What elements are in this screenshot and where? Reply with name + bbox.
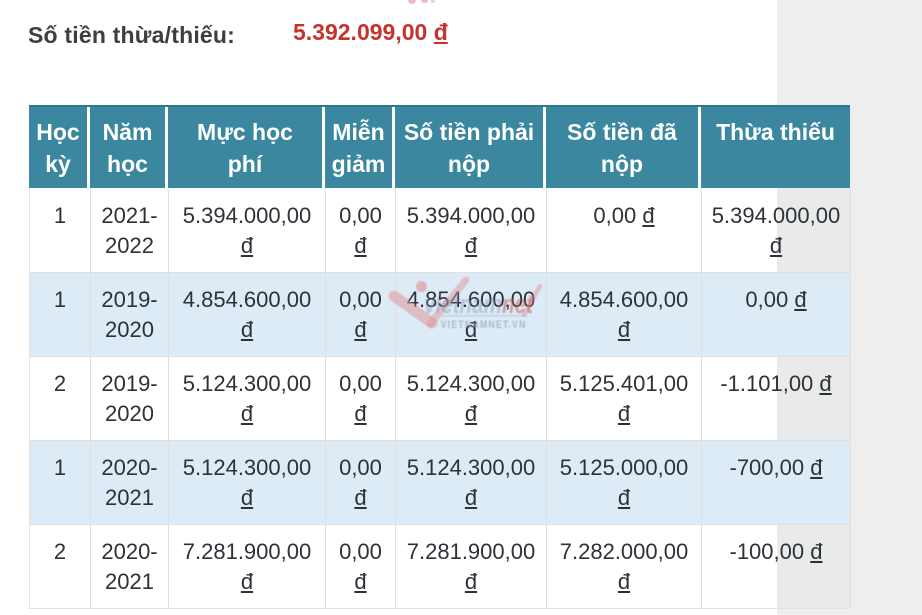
svg-text:vietnam: vietnam	[424, 289, 502, 319]
svg-text:net: net	[502, 289, 534, 319]
svg-text:VIETNAMNET.VN: VIETNAMNET.VN	[441, 319, 527, 331]
